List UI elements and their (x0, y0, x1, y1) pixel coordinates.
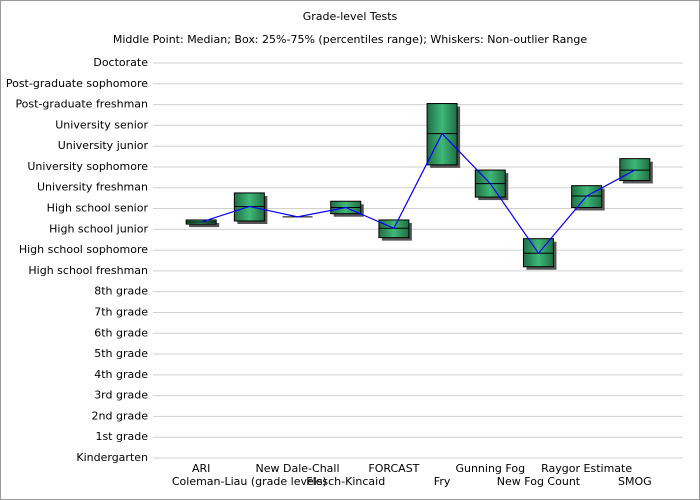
y-tick-label: University senior (55, 118, 148, 131)
median-trend (200, 132, 636, 255)
y-tick-label: 4th grade (94, 368, 148, 381)
y-tick-label: Kindergarten (76, 451, 148, 464)
y-tick-label: 2nd grade (92, 409, 149, 422)
y-tick-label: 5th grade (94, 347, 148, 360)
chart-subtitle: Middle Point: Median; Box: 25%-75% (perc… (113, 33, 588, 46)
y-tick-label: High school sophomore (19, 243, 148, 256)
y-tick-label: Post-graduate freshman (15, 98, 148, 111)
x-tick-label: Flesch-Kincaid (306, 475, 385, 488)
x-tick-label: SMOG (618, 475, 652, 488)
y-tick-label: University sophomore (27, 160, 148, 173)
y-tick-label: High school junior (49, 222, 148, 235)
y-tick-label: High school freshman (28, 264, 148, 277)
y-tick-label: University junior (58, 139, 149, 152)
x-tick-label: Coleman-Liau (grade levels) (172, 475, 327, 488)
y-tick-label: University freshman (37, 181, 148, 194)
x-tick-label: FORCAST (368, 462, 419, 475)
x-tick-label: Gunning Fog (455, 462, 525, 475)
box (233, 192, 265, 222)
y-tick-label: 6th grade (94, 326, 148, 339)
box (619, 158, 651, 181)
x-tick-label: Raygor Estimate (541, 462, 632, 475)
x-tick-label: Fry (434, 475, 451, 488)
y-tick-label: 3rd grade (94, 389, 148, 402)
y-tick-label: Post-graduate sophomore (6, 77, 148, 90)
y-tick-label: High school senior (47, 202, 149, 215)
x-tick-label: New Fog Count (497, 475, 581, 488)
y-tick-label: 1st grade (95, 430, 148, 443)
y-tick-label: 7th grade (94, 305, 148, 318)
x-tick-label: ARI (192, 462, 210, 475)
chart-title: Grade-level Tests (303, 10, 398, 23)
box-shadow (189, 222, 220, 228)
y-tick-label: Doctorate (93, 56, 148, 69)
y-tick-label: 8th grade (94, 285, 148, 298)
x-tick-label: New Dale-Chall (256, 462, 340, 475)
